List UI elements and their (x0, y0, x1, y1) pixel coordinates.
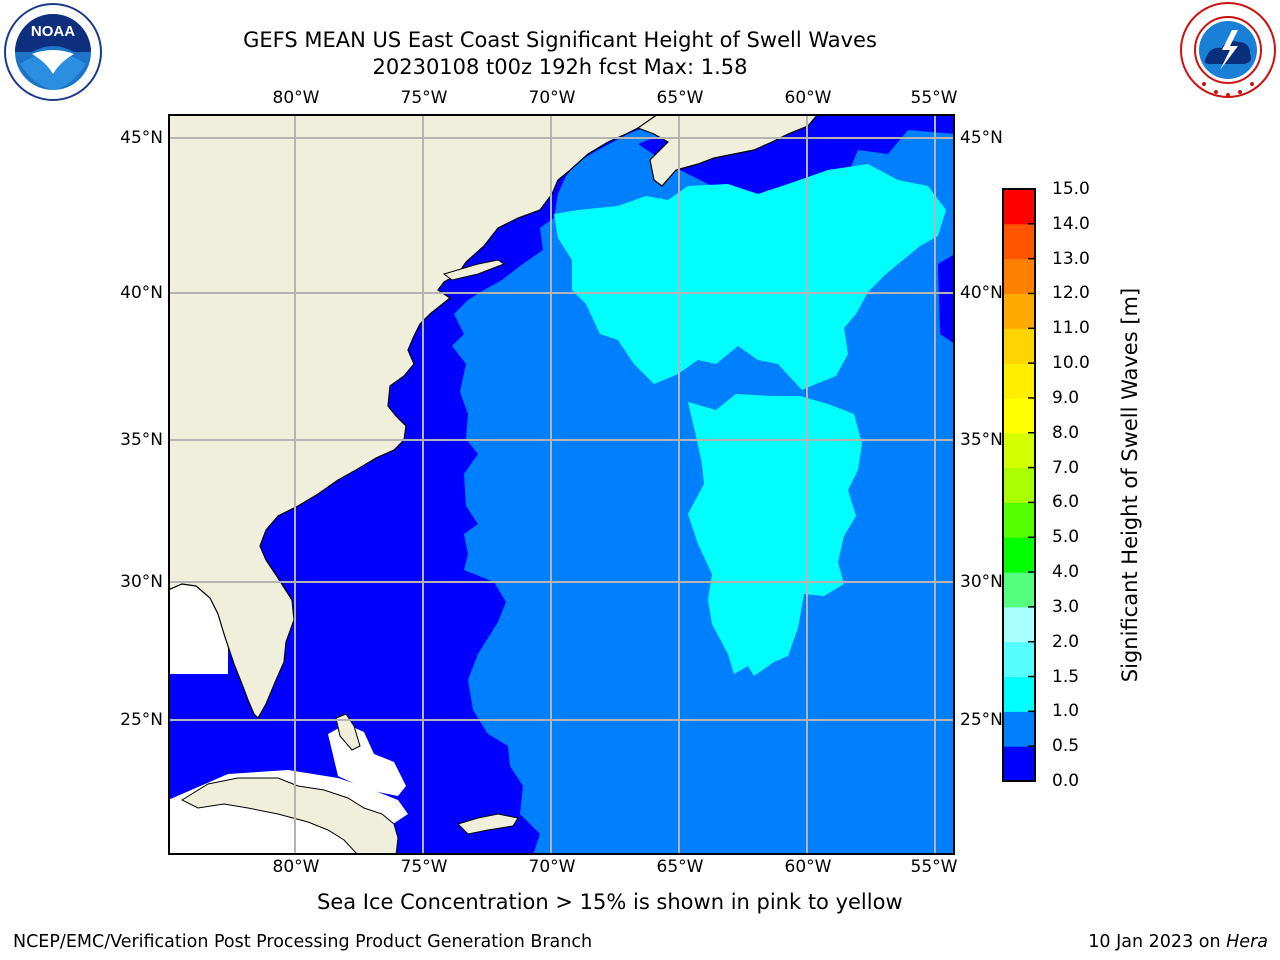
colorbar-level-label: 11.0 (1052, 318, 1090, 339)
lon-tick-top: 70°W (528, 88, 576, 108)
colorbar-level-label: 7.0 (1052, 457, 1080, 478)
footer-date-text: 10 Jan 2023 on (1088, 932, 1227, 952)
colorbar-swatch (1003, 363, 1035, 399)
no-data-florida-west (169, 584, 228, 674)
colorbar-level-label: 1.5 (1052, 666, 1080, 687)
map-title: GEFS MEAN US East Coast Significant Heig… (243, 28, 877, 52)
lon-tick-top: 75°W (400, 88, 448, 108)
lat-tick-right: 25°N (960, 710, 1003, 730)
colorbar-swatch (1003, 572, 1035, 608)
colorbar-level-label: 1.0 (1052, 701, 1080, 722)
colorbar-level-label: 15.0 (1052, 179, 1090, 199)
ocean-swell-1.0-1.5-north (554, 164, 946, 390)
land-long-island (442, 259, 506, 281)
colorbar-swatch (1003, 606, 1035, 643)
map-subtitle: 20230108 t00z 192h fcst Max: 1.58 (372, 55, 748, 79)
lon-tick-bottom: 70°W (528, 857, 576, 877)
lat-tick-left: 40°N (120, 283, 163, 303)
colorbar-level-label: 12.0 (1052, 283, 1090, 304)
colorbar-swatch (1003, 432, 1035, 469)
colorbar-level-label: 0.0 (1052, 771, 1080, 791)
lat-tick-right: 45°N (960, 128, 1003, 148)
colorbar-swatch (1003, 467, 1035, 503)
colorbar-swatch (1003, 711, 1035, 747)
lon-tick-bottom: 60°W (784, 857, 832, 877)
lat-tick-right: 35°N (960, 430, 1003, 450)
colorbar-swatch (1003, 189, 1035, 225)
lat-tick-left: 30°N (120, 572, 163, 592)
colorbar-swatch (1003, 328, 1035, 364)
colorbar-frame (1002, 188, 1036, 782)
colorbar-level-label: 14.0 (1052, 213, 1090, 234)
lon-tick-top: 55°W (910, 88, 958, 108)
footer-branch: NCEP/EMC/Verification Post Processing Pr… (13, 932, 593, 952)
colorbar-title: Significant Height of Swell Waves [m] (1118, 287, 1142, 683)
noaa-logo-text: NOAA (31, 23, 75, 40)
land-andros (335, 713, 361, 751)
map-frame (168, 114, 955, 855)
lon-tick-top: 65°W (656, 88, 704, 108)
colorbar-level-label: 4.0 (1052, 562, 1080, 583)
lat-tick-left: 25°N (120, 710, 163, 730)
colorbar-level-label: 3.0 (1052, 596, 1080, 617)
map-panel (168, 114, 955, 855)
ocean-swell-0.0-0.5-east-edge (938, 254, 954, 344)
colorbar-level-label: 10.0 (1052, 353, 1090, 374)
colorbar-swatch (1003, 258, 1035, 294)
national-weather-service-logo (1180, 2, 1276, 98)
colorbar-swatch (1003, 502, 1035, 538)
lon-tick-top: 60°W (784, 88, 832, 108)
colorbar-level-label: 8.0 (1052, 422, 1080, 443)
graticule (169, 115, 954, 854)
colorbar-swatch (1003, 223, 1035, 260)
colorbar-level-label: 2.0 (1052, 631, 1080, 652)
colorbar-swatch (1003, 641, 1035, 678)
colorbar-swatch (1003, 397, 1035, 434)
lon-tick-top: 80°W (272, 88, 320, 108)
colorbar-swatch (1003, 676, 1035, 712)
colorbar-level-label: 9.0 (1052, 387, 1080, 408)
lon-tick-bottom: 75°W (400, 857, 448, 877)
footer-date: 10 Jan 2023 on Hera (1088, 932, 1268, 952)
land-hispaniola (457, 813, 519, 835)
sea-ice-note: Sea Ice Concentration > 15% is shown in … (317, 890, 903, 914)
lat-tick-left: 45°N (120, 128, 163, 148)
lon-tick-bottom: 80°W (272, 857, 320, 877)
lat-tick-right: 30°N (960, 572, 1003, 592)
colorbar-swatch (1003, 537, 1035, 573)
lat-tick-right: 40°N (960, 283, 1003, 303)
colorbar-swatch (1003, 746, 1035, 782)
ocean-swell-1.0-1.5-south (688, 394, 862, 676)
colorbar-swatch (1003, 293, 1035, 329)
land-canada-maritimes (636, 115, 818, 187)
lon-tick-bottom: 65°W (656, 857, 704, 877)
lat-tick-left: 35°N (120, 430, 163, 450)
colorbar-level-label: 6.0 (1052, 492, 1080, 513)
colorbar-level-label: 5.0 (1052, 527, 1080, 548)
colorbar (1002, 188, 1036, 782)
land-cuba (180, 777, 399, 854)
colorbar-level-label: 0.5 (1052, 736, 1080, 757)
colorbar-level-label: 13.0 (1052, 248, 1090, 269)
lon-tick-bottom: 55°W (910, 857, 958, 877)
noaa-logo: NOAA (4, 3, 102, 101)
footer-host: Hera (1226, 932, 1268, 952)
